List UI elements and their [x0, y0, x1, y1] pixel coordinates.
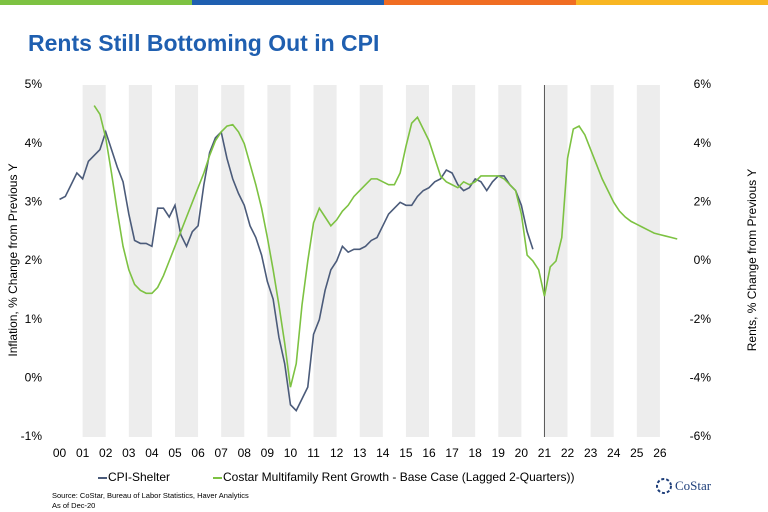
x-tick-label: 15: [399, 446, 413, 460]
x-tick-label: 01: [76, 446, 90, 460]
x-tick-label: 03: [122, 446, 136, 460]
top-bar: [0, 0, 192, 5]
x-tick-label: 11: [307, 446, 320, 460]
x-tick-label: 07: [215, 446, 229, 460]
series-line: [59, 129, 534, 412]
x-tick-label: 18: [469, 446, 483, 460]
y2-tick-label: -4%: [690, 371, 712, 385]
x-tick-label: 17: [445, 446, 459, 460]
legend-label: CPI-Shelter: [108, 470, 170, 484]
year-band: [313, 85, 337, 437]
y-tick-label: -1%: [21, 429, 43, 443]
y2-tick-label: 2%: [694, 195, 712, 209]
logo: CoStar: [675, 478, 712, 493]
year-band: [128, 85, 152, 437]
x-tick-label: 26: [653, 446, 667, 460]
year-band: [590, 85, 614, 437]
source: Source: CoStar, Bureau of Labor Statisti…: [52, 491, 249, 500]
year-band: [405, 85, 429, 437]
x-tick-label: 09: [261, 446, 275, 460]
top-bar: [576, 0, 768, 5]
y2-tick-label: 4%: [694, 136, 712, 150]
y2-axis-title: Rents, % Change from Previous Y: [745, 169, 759, 352]
x-tick-label: 16: [422, 446, 436, 460]
y2-tick-label: -6%: [690, 429, 712, 443]
x-tick-label: 04: [145, 446, 159, 460]
y-tick-label: 5%: [25, 77, 43, 91]
y-tick-label: 3%: [25, 195, 43, 209]
x-tick-label: 13: [353, 446, 367, 460]
series-line: [93, 105, 678, 388]
x-tick-label: 20: [515, 446, 529, 460]
x-tick-label: 24: [607, 446, 621, 460]
x-tick-label: 23: [584, 446, 598, 460]
y-tick-label: 1%: [25, 312, 43, 326]
chart-title: Rents Still Bottoming Out in CPI: [28, 30, 379, 56]
x-tick-label: 08: [238, 446, 252, 460]
year-band: [359, 85, 383, 437]
x-tick-label: 06: [191, 446, 205, 460]
y-axis-title: Inflation, % Change from Previous Y: [6, 163, 20, 356]
y2-tick-label: -2%: [690, 312, 712, 326]
x-tick-label: 12: [330, 446, 344, 460]
x-tick-label: 14: [376, 446, 390, 460]
x-tick-label: 05: [168, 446, 182, 460]
x-tick-label: 00: [53, 446, 67, 460]
x-tick-label: 10: [284, 446, 298, 460]
x-tick-label: 22: [561, 446, 575, 460]
y2-tick-label: 6%: [694, 77, 712, 91]
year-band: [498, 85, 522, 437]
as-of: As of Dec-20: [52, 501, 95, 510]
y-tick-label: 0%: [25, 371, 43, 385]
year-band: [221, 85, 245, 437]
x-tick-label: 25: [630, 446, 644, 460]
y2-tick-label: 0%: [694, 253, 712, 267]
x-tick-label: 19: [492, 446, 506, 460]
x-tick-label: 21: [538, 446, 552, 460]
y-tick-label: 2%: [25, 253, 43, 267]
logo-icon: [656, 478, 672, 494]
year-band: [82, 85, 106, 437]
x-tick-label: 02: [99, 446, 113, 460]
year-band: [175, 85, 199, 437]
legend-label: Costar Multifamily Rent Growth - Base Ca…: [223, 470, 574, 484]
year-band: [636, 85, 660, 437]
top-bar: [384, 0, 576, 5]
top-bar: [192, 0, 384, 5]
y-tick-label: 4%: [25, 136, 43, 150]
year-band: [452, 85, 476, 437]
